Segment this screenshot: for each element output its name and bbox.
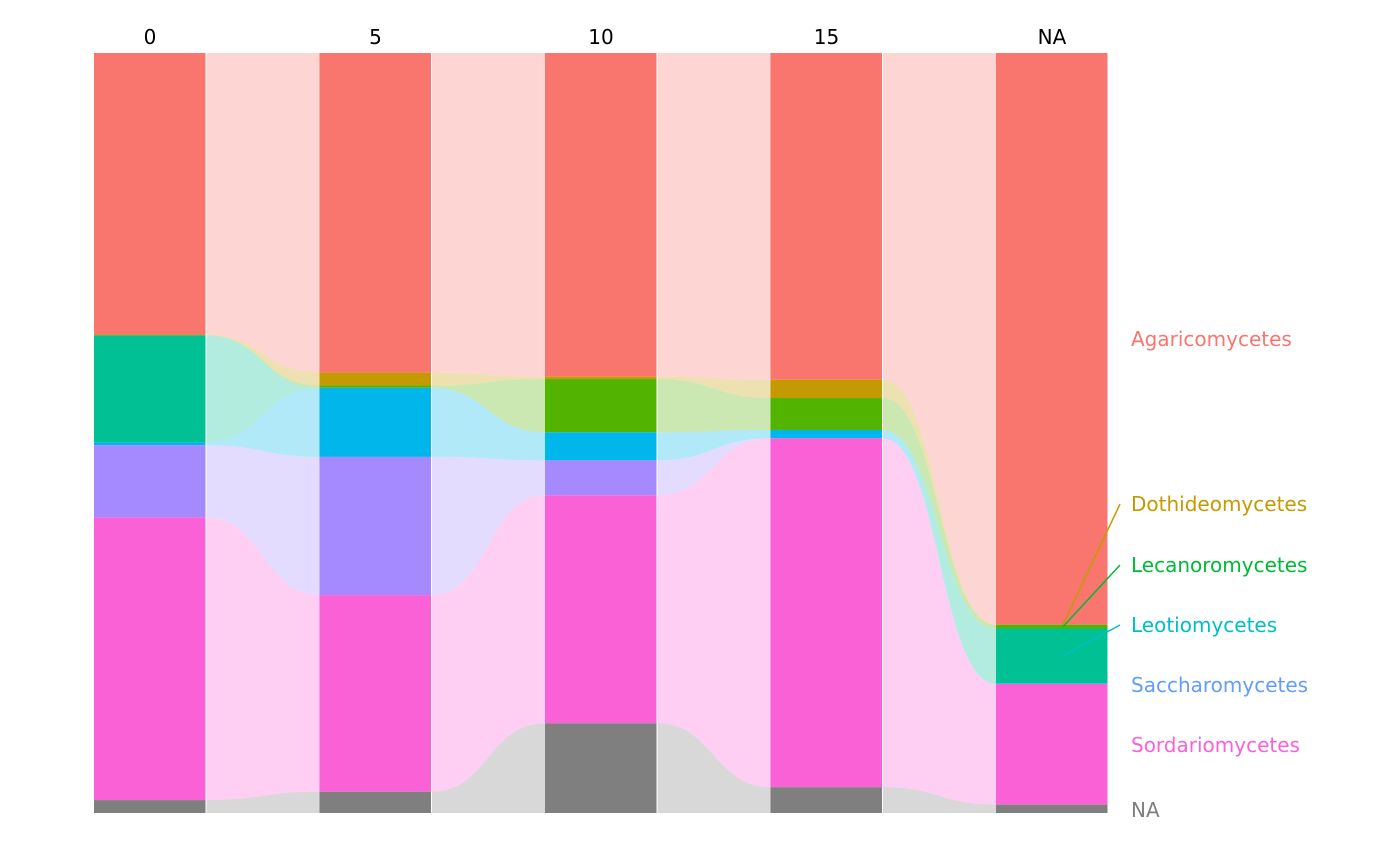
flow-lecanoromycetes xyxy=(882,398,996,629)
flow-na xyxy=(431,723,545,813)
flow-lecanoromycetes xyxy=(206,334,320,388)
flow-sordariomycetes xyxy=(206,517,320,801)
flow-dothideomycetes xyxy=(431,372,545,386)
bar-segment-sordariomycetes xyxy=(545,495,657,724)
flow-agaricomycetes xyxy=(882,53,996,625)
label-leader-line xyxy=(1062,503,1121,626)
bar-segment-agaricomycetes xyxy=(770,53,883,380)
series-label-sordariomycetes: Sordariomycetes xyxy=(1131,733,1300,757)
bar-segment-lecanoromycetes xyxy=(94,334,206,336)
bar-segment-dothideomycetes xyxy=(770,379,883,399)
x-tick-label: 0 xyxy=(144,25,157,49)
bar-segment-saccharomycetes xyxy=(545,432,657,461)
bar-segment-dothideomycetes xyxy=(545,376,657,380)
bar-segment-sordariomycetes xyxy=(94,517,206,801)
flow-na xyxy=(206,791,320,813)
bar-segment-agaricomycetes xyxy=(545,53,657,377)
bar-segment-lecanoromycetes xyxy=(545,379,657,433)
flow-dothideomycetes xyxy=(206,334,320,386)
x-tick-label: NA xyxy=(1038,25,1067,49)
series-labels: Agaricomycetes Dothideomycetes Lecanoromyc… xyxy=(1062,327,1308,822)
flow-sordariomycetes xyxy=(657,438,771,788)
series-label-lecanoromycetes: Lecanoromycetes xyxy=(1131,553,1307,577)
flow-saccharomycetes xyxy=(882,429,996,684)
bar-segment-saccharomycetes xyxy=(770,429,883,439)
series-label-saccharomycetes: Saccharomycetes xyxy=(1131,673,1308,697)
series-label-leotiomycetes: Leotiomycetes xyxy=(1131,613,1277,637)
flow-dothideomycetes xyxy=(882,379,996,625)
bar-segment-leotiomycetes xyxy=(94,335,206,443)
flow-series5 xyxy=(206,445,320,596)
x-tick-labels: 0 5 10 15 NA xyxy=(144,25,1067,49)
flow-leotiomycetes xyxy=(206,335,320,443)
bar-segment-series5 xyxy=(94,445,206,518)
bar-segment-na xyxy=(770,787,883,813)
flow-leotiomycetes xyxy=(882,429,996,684)
x-tick-label: 10 xyxy=(588,25,613,49)
bar-segment-na xyxy=(94,800,206,813)
flows xyxy=(206,53,996,813)
label-leader-line xyxy=(1062,564,1121,628)
flow-saccharomycetes xyxy=(206,387,320,457)
flow-agaricomycetes xyxy=(431,53,545,377)
bar-segment-series5 xyxy=(545,460,657,496)
series-label-agaricomycetes: Agaricomycetes xyxy=(1131,327,1292,351)
bar-segment-sordariomycetes xyxy=(996,683,1108,805)
bar-segment-na xyxy=(319,791,432,813)
flow-saccharomycetes xyxy=(657,429,771,461)
bar-segment-lecanoromycetes xyxy=(770,398,883,430)
bar-segment-na xyxy=(545,723,657,813)
series-label-na: NA xyxy=(1131,798,1160,822)
flow-na xyxy=(657,723,771,813)
flow-dothideomycetes xyxy=(657,376,771,399)
flow-lecanoromycetes xyxy=(657,379,771,433)
flow-sordariomycetes xyxy=(882,438,996,805)
bar-segment-agaricomycetes xyxy=(996,53,1108,625)
flow-agaricomycetes xyxy=(657,53,771,380)
bar-segment-na xyxy=(996,804,1108,813)
bar-segment-agaricomycetes xyxy=(319,53,432,373)
flow-na xyxy=(882,787,996,813)
bar-segment-saccharomycetes xyxy=(319,387,432,457)
flow-sordariomycetes xyxy=(431,495,545,792)
flow-agaricomycetes xyxy=(206,53,320,373)
bar-segment-agaricomycetes xyxy=(94,53,206,335)
bar-segment-lecanoromycetes xyxy=(996,624,1108,629)
x-tick-label: 5 xyxy=(369,25,382,49)
series-label-dothideomycetes: Dothideomycetes xyxy=(1131,492,1307,516)
bar-segment-saccharomycetes xyxy=(996,683,1108,684)
label-leader-line xyxy=(1062,624,1121,657)
bar-segment-sordariomycetes xyxy=(770,438,883,788)
bars xyxy=(94,53,1109,813)
flow-series5 xyxy=(431,456,545,596)
flow-lecanoromycetes xyxy=(431,379,545,433)
bar-segment-sordariomycetes xyxy=(319,595,432,792)
x-tick-label: 15 xyxy=(814,25,839,49)
flow-saccharomycetes xyxy=(431,387,545,461)
bar-segment-series5 xyxy=(319,456,432,596)
bar-segment-leotiomycetes xyxy=(996,628,1108,684)
bar-segment-dothideomycetes xyxy=(319,372,432,386)
flow-series5 xyxy=(657,438,771,496)
bar-segment-lecanoromycetes xyxy=(319,385,432,388)
bar-segment-saccharomycetes xyxy=(94,442,206,446)
